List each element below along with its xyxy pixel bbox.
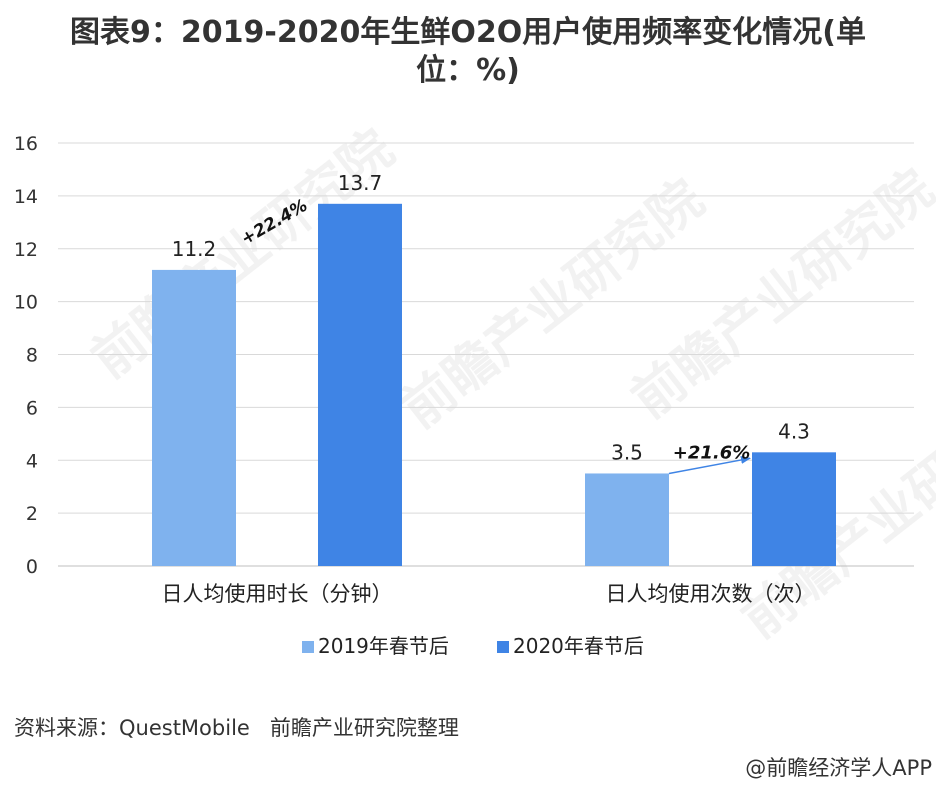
bar (318, 203, 402, 566)
credit-note: @前瞻经济学人APP (745, 756, 932, 780)
y-tick-label: 0 (26, 556, 38, 578)
legend-label: 2019年春节后 (318, 634, 449, 658)
source-note: 资料来源：QuestMobile 前瞻产业研究院整理 (14, 716, 459, 740)
bar-value-label: 13.7 (338, 171, 383, 195)
y-tick-label: 16 (14, 133, 38, 155)
y-tick-label: 14 (14, 186, 38, 208)
bar (585, 473, 669, 566)
y-tick-label: 8 (26, 345, 38, 367)
legend-swatch (302, 641, 314, 653)
x-category-label: 日人均使用次数（次） (606, 582, 816, 606)
chart-title: 图表9：2019-2020年生鲜O2O用户使用频率变化情况(单 位：%) (0, 14, 936, 90)
chart-title-line2: 位：%) (416, 53, 520, 88)
x-category-label: 日人均使用时长（分钟） (162, 582, 393, 606)
y-tick-label: 4 (26, 450, 38, 472)
legend-swatch (497, 641, 509, 653)
y-tick-label: 12 (14, 239, 38, 261)
y-tick-label: 10 (14, 292, 38, 314)
bar-value-label: 3.5 (611, 440, 643, 464)
bar-value-label: 11.2 (172, 237, 217, 261)
bar (152, 269, 236, 566)
chart-title-line1: 图表9：2019-2020年生鲜O2O用户使用频率变化情况(单 (70, 15, 866, 50)
bar (752, 452, 836, 566)
y-tick-label: 2 (26, 503, 38, 525)
growth-arrow (668, 456, 751, 475)
bar-value-label: 4.3 (778, 419, 810, 443)
growth-annotation: +21.6% (673, 442, 751, 463)
legend-label: 2020年春节后 (513, 634, 644, 658)
y-tick-label: 6 (26, 397, 38, 419)
